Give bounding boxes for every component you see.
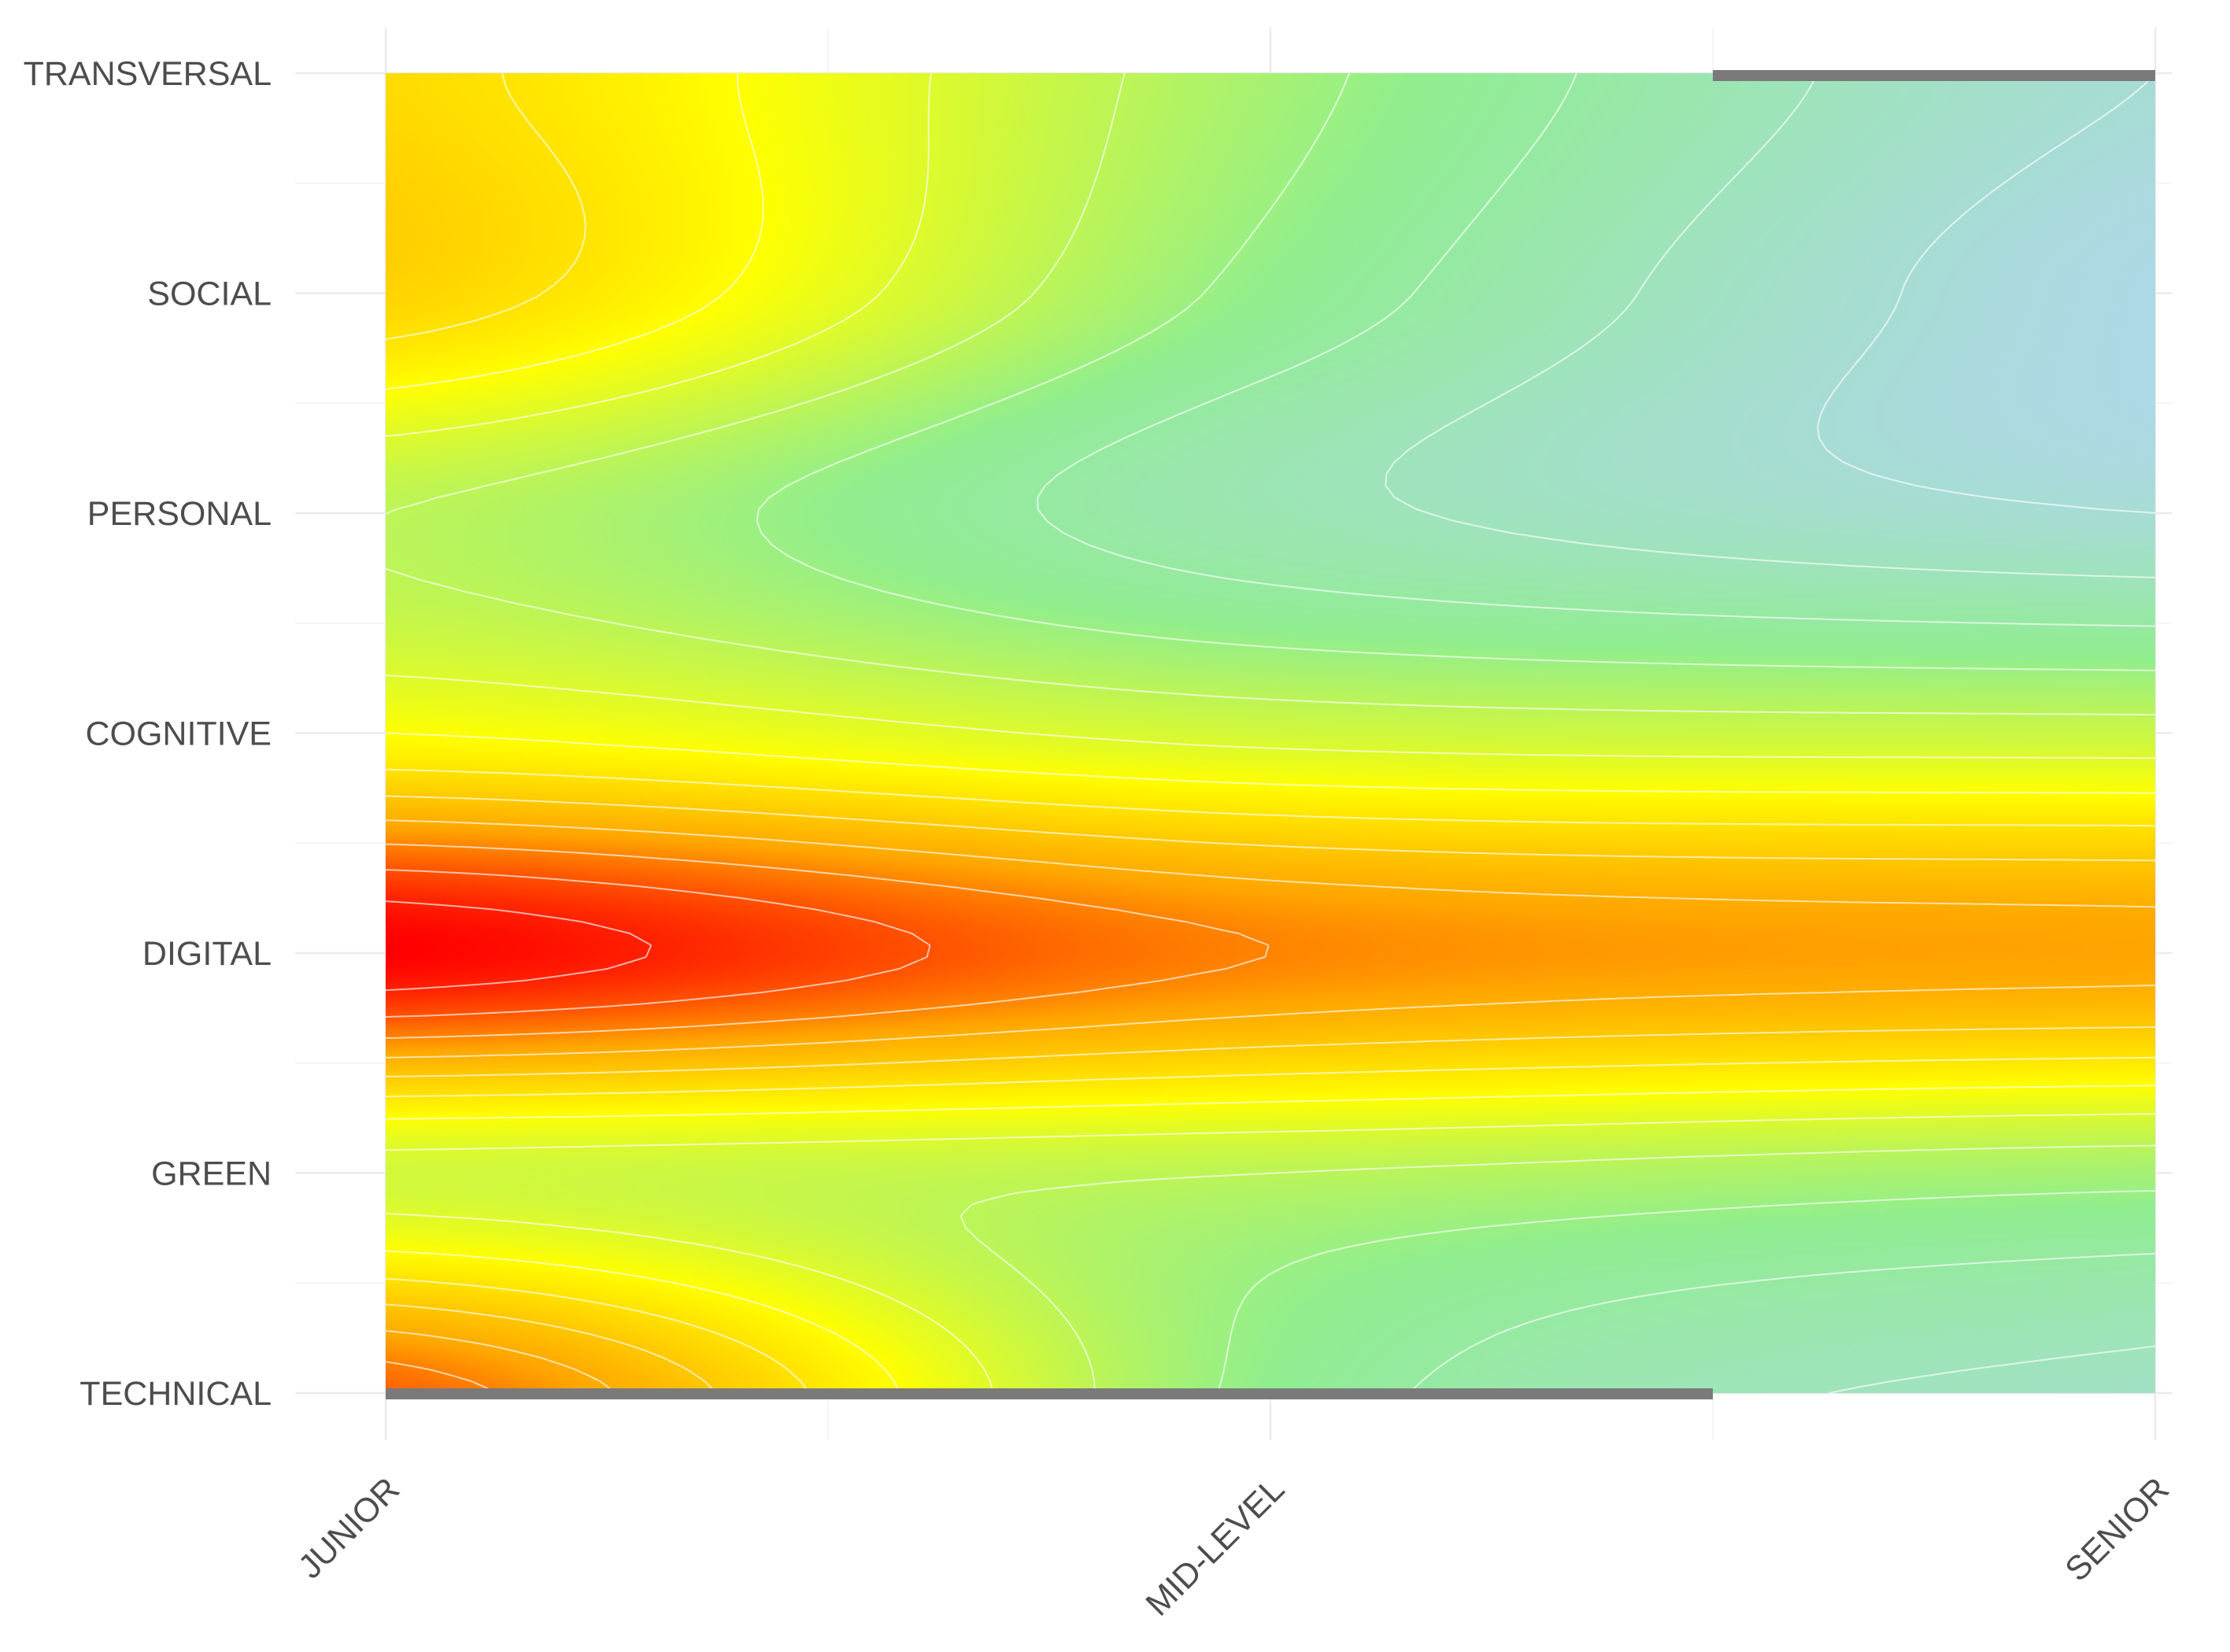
contour-line [385,72,2156,1394]
contour-line [385,900,653,992]
contour-line [385,795,2156,1394]
y-tick-label: GREEN [151,1155,272,1193]
y-axis-tick-labels: TRANSVERSAL SOCIAL PERSONAL COGNITIVE DIGITA… [24,55,272,1413]
contour-lines [385,72,2156,1394]
y-tick-label: TECHNICAL [80,1375,272,1413]
contour-line [385,869,931,1018]
y-tick-label: DIGITAL [142,935,272,973]
contour-line [385,72,2156,1394]
contour-line [385,72,2156,1394]
y-tick-label: PERSONAL [87,495,272,533]
x-axis-tick-labels: JUNIOR MID-LEVEL SENIOR [291,1470,2176,1623]
x-tick-label: SENIOR [2058,1470,2177,1589]
contour-line [756,72,2156,1394]
y-tick-label: COGNITIVE [85,715,272,753]
top-boundary-bar [1713,70,2155,81]
contour-line [385,843,1270,1394]
contour-line [1037,72,2156,1394]
contour-line [1385,72,2156,1394]
contour-line [385,72,2156,1394]
x-tick-label: MID-LEVEL [1139,1470,1292,1623]
x-tick-label: JUNIOR [291,1470,407,1586]
contour-line [385,819,2156,1394]
bottom-boundary-bar [386,1388,1713,1399]
heatmap-surface [386,73,2155,1393]
y-tick-label: TRANSVERSAL [24,55,272,93]
y-tick-label: SOCIAL [147,275,272,313]
boundary-bars [386,70,2155,1399]
